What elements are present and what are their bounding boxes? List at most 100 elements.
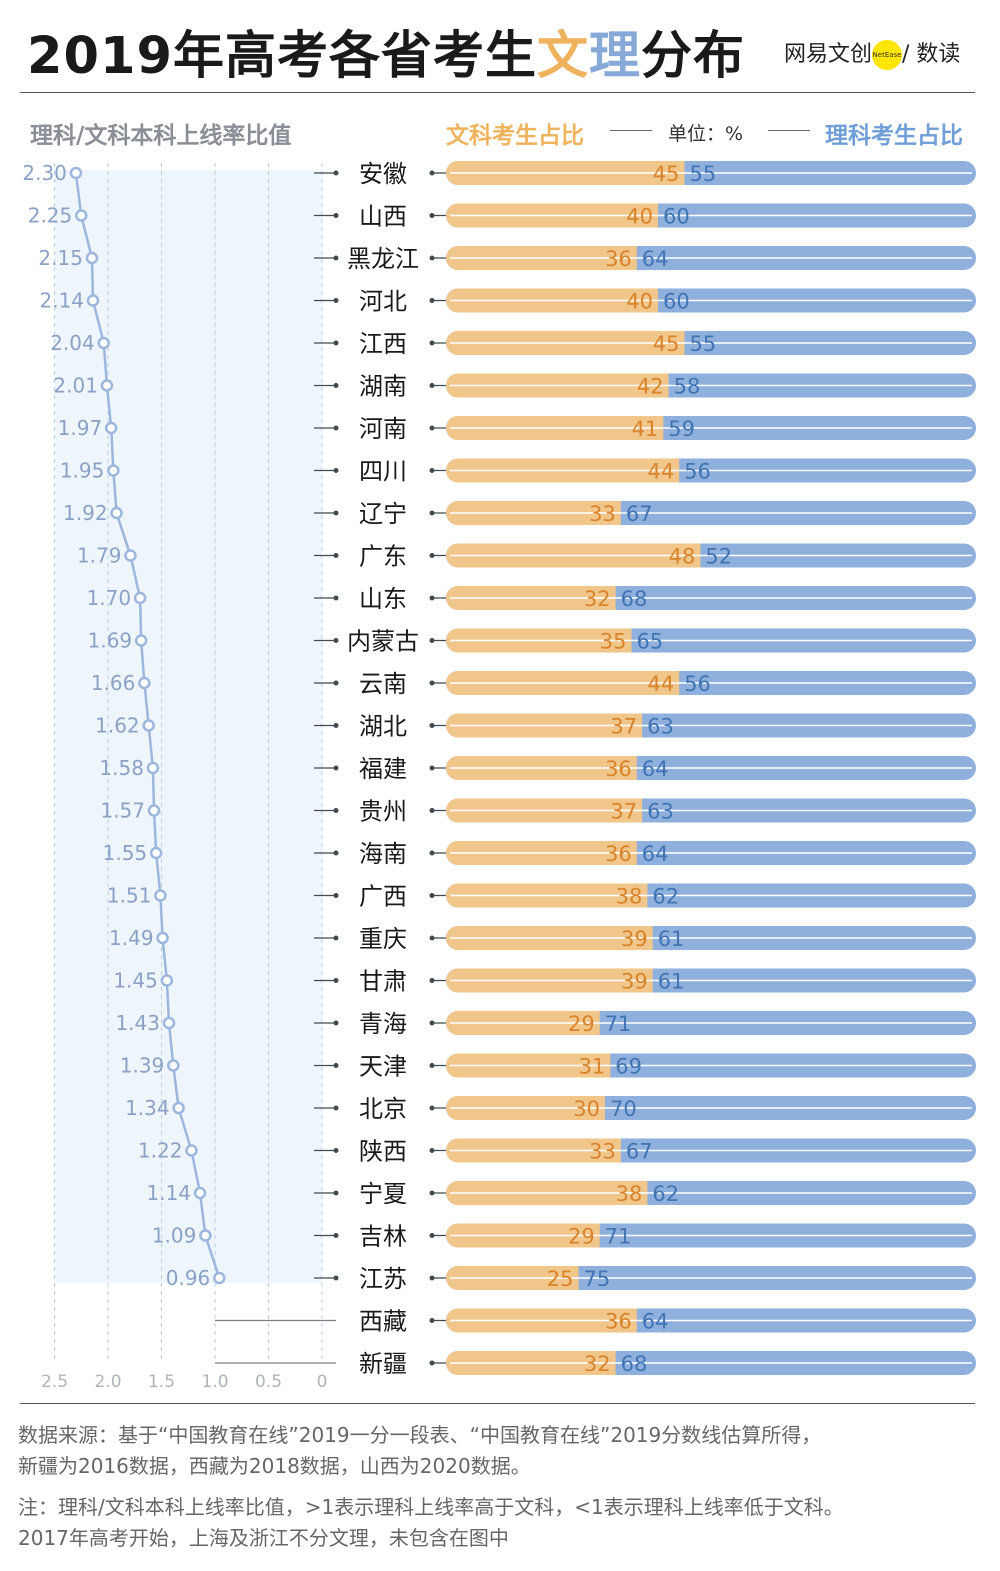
row-connector-dot	[333, 425, 339, 431]
row-connector-dot	[333, 765, 339, 771]
ratio-label: 1.55	[103, 841, 148, 865]
ratio-label: 1.95	[60, 459, 105, 483]
ratio-label: 1.34	[125, 1096, 170, 1120]
province-label: 新疆	[359, 1350, 407, 1378]
row-connector-dot	[333, 255, 339, 261]
row-connector-dot	[333, 1105, 339, 1111]
row-connector-dot	[333, 850, 339, 856]
ratio-point	[185, 1144, 198, 1157]
row-connector-dot	[333, 1063, 339, 1068]
row-connector-dot	[333, 595, 339, 601]
x-tick-label: 2.0	[94, 1372, 121, 1392]
li-value-label: 67	[626, 502, 653, 526]
legend-wen: 文科考生占比	[446, 123, 584, 149]
ratio-label: 1.14	[146, 1181, 191, 1205]
li-value-label: 65	[637, 630, 664, 654]
ratio-label: 1.51	[107, 884, 152, 908]
province-label: 辽宁	[359, 500, 407, 528]
source-line-2: 新疆为2016数据，西藏为2018数据，山西为2020数据。	[18, 1454, 531, 1478]
li-value-label: 64	[642, 1310, 669, 1334]
x-tick-label: 1.5	[148, 1372, 175, 1392]
legend-line-left	[610, 130, 652, 131]
ratio-label: 2.04	[50, 331, 95, 355]
row-connector-dot	[333, 1148, 339, 1153]
ratio-axis-title: 理科/文科本科上线率比值	[30, 123, 292, 149]
row-connector-dot	[333, 935, 339, 941]
ratio-label: 1.70	[87, 586, 132, 610]
row-connector-dot	[333, 680, 339, 686]
province-label: 陕西	[359, 1138, 407, 1166]
li-value-label: 64	[642, 757, 669, 781]
wen-value-label: 39	[621, 970, 648, 994]
source-line-1: 数据来源：基于“中国教育在线”2019一分一段表、“中国教育在线”2019分数线…	[18, 1423, 822, 1447]
ratio-point	[149, 846, 163, 860]
row-connector-dot	[333, 298, 339, 303]
ratio-point	[167, 1059, 180, 1072]
ratio-label: 1.39	[120, 1054, 165, 1078]
wen-value-label: 35	[600, 630, 627, 654]
row-connector-dot	[333, 468, 339, 473]
li-value-label: 58	[674, 375, 701, 399]
wen-value-label: 45	[653, 162, 680, 186]
ratio-label: 1.92	[63, 501, 108, 525]
wen-value-label: 37	[610, 800, 637, 824]
li-value-label: 71	[605, 1225, 632, 1249]
province-label: 湖北	[359, 713, 407, 741]
province-label: 安徽	[359, 160, 407, 188]
province-label: 内蒙古	[347, 628, 419, 656]
li-value-label: 59	[668, 417, 695, 441]
wen-value-label: 36	[605, 1310, 632, 1334]
province-label: 广西	[359, 883, 407, 911]
li-value-label: 75	[584, 1267, 611, 1291]
note-line-1: 注：理科/文科本科上线率比值，>1表示理科上线率高于文科，<1表示理科上线率低于…	[18, 1495, 844, 1519]
li-value-label: 60	[663, 290, 690, 314]
province-label: 青海	[359, 1010, 407, 1038]
li-value-label: 62	[652, 1182, 679, 1206]
li-value-label: 61	[658, 927, 685, 951]
ratio-panel	[55, 170, 322, 1283]
wen-value-label: 33	[589, 502, 616, 526]
wen-value-label: 45	[653, 332, 680, 356]
wen-value-label: 31	[579, 1055, 606, 1079]
ratio-point	[110, 506, 123, 520]
row-connector-dot	[333, 978, 339, 983]
ratio-label: 2.25	[28, 204, 73, 228]
x-tick-label: 0	[317, 1372, 328, 1392]
li-value-label: 62	[652, 885, 679, 909]
wen-value-label: 36	[605, 757, 632, 781]
province-label: 海南	[359, 840, 407, 868]
wen-value-label: 36	[605, 247, 632, 271]
ratio-label: 2.14	[39, 289, 84, 313]
province-label: 北京	[359, 1095, 407, 1123]
province-label: 河北	[359, 288, 407, 316]
li-value-label: 68	[621, 1352, 648, 1376]
wen-value-label: 30	[573, 1097, 600, 1121]
province-label: 贵州	[359, 798, 407, 826]
ratio-point	[124, 549, 137, 562]
row-connector-dot	[333, 1233, 339, 1238]
ratio-label: 1.49	[109, 926, 154, 950]
ratio-label: 1.79	[77, 544, 122, 568]
ratio-point	[86, 294, 100, 307]
row-connector-dot	[333, 1190, 339, 1196]
x-tick-label: 1.0	[201, 1372, 228, 1392]
province-label: 西藏	[359, 1308, 407, 1336]
top-divider	[20, 92, 975, 93]
province-label: 河南	[359, 415, 407, 443]
legend-line-right	[768, 130, 810, 131]
bottom-divider	[20, 1403, 975, 1404]
province-label: 四川	[359, 458, 407, 486]
li-value-label: 55	[690, 162, 717, 186]
row-connector-dot	[333, 340, 339, 346]
unit-label: 单位：%	[668, 123, 744, 145]
li-value-label: 60	[663, 205, 690, 229]
wen-value-label: 40	[626, 205, 653, 229]
li-value-label: 52	[705, 545, 732, 569]
ratio-point	[138, 676, 151, 690]
row-connector-dot	[333, 808, 339, 813]
x-tick-label: 0.5	[255, 1372, 282, 1392]
ratio-point	[100, 379, 114, 392]
li-value-label: 71	[605, 1012, 632, 1036]
wen-value-label: 48	[669, 545, 696, 569]
